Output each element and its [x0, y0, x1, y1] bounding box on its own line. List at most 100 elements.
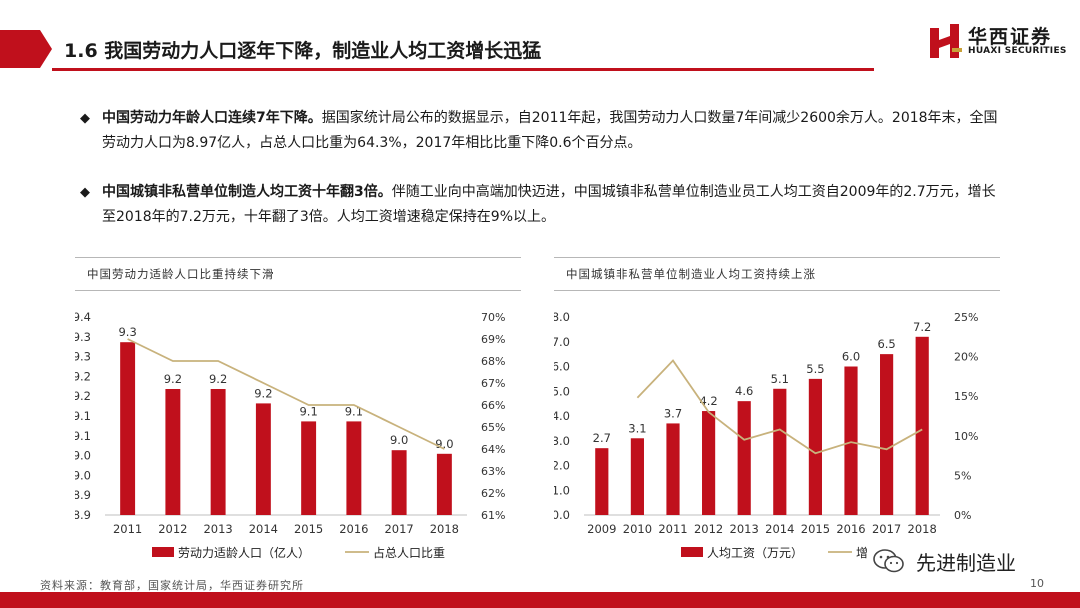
bar-2017 — [391, 450, 407, 515]
y-tick-label: 9.4 — [75, 310, 91, 324]
y-tick-label: 6.0 — [554, 360, 570, 374]
y-tick-label: 9.2 — [75, 369, 91, 383]
y2-tick-label: 66% — [481, 399, 505, 412]
y-tick-label: 9.0 — [75, 468, 91, 482]
bar-2016 — [346, 421, 362, 515]
y-tick-label: 8.0 — [554, 310, 570, 324]
logo-english-name: HUAXI SECURITIES — [968, 46, 1067, 56]
chart2-title-rule — [554, 290, 1000, 291]
labor-population-chart: 8.9 8.9 9.0 9.0 9.1 9.1 9.2 9.2 9.3 9.3 9.4 61% 62% 6… — [75, 310, 505, 560]
y-tick-label: 7.0 — [554, 335, 570, 349]
legend-bar-swatch — [152, 547, 174, 557]
company-logo: 华西证券 HUAXI SECURITIES — [930, 22, 1070, 62]
data-label: 3.1 — [628, 421, 646, 435]
data-label: 4.6 — [735, 384, 753, 398]
data-label: 5.5 — [806, 362, 824, 376]
wechat-watermark: 先进制造业 — [870, 543, 1070, 579]
y-tick-label: 8.9 — [75, 488, 91, 502]
legend-bar-label: 人均工资（万元） — [707, 546, 803, 560]
bar-2014 — [773, 388, 787, 515]
y-tick-label: 9.3 — [75, 330, 91, 344]
bar-2011 — [120, 342, 136, 515]
y2-tick-label: 65% — [481, 421, 505, 434]
x-tick-label: 2013 — [203, 522, 232, 536]
y2-tick-label: 64% — [481, 443, 505, 456]
x-tick-label: 2014 — [249, 522, 278, 536]
y2-tick-label: 69% — [481, 333, 505, 346]
wechat-icon — [873, 549, 904, 573]
data-label: 7.2 — [913, 320, 931, 334]
diamond-bullet-icon: ◆ — [80, 111, 90, 126]
bullet-labor-population: ◆ 中国劳动力年龄人口连续7年下降。据国家统计局公布的数据显示，自2011年起，… — [80, 106, 1000, 156]
y-tick-label: 9.1 — [75, 409, 91, 423]
data-label: 2.7 — [593, 431, 611, 445]
data-label: 9.2 — [164, 372, 182, 386]
y-tick-label: 9.2 — [75, 389, 91, 403]
chart1-title-rule — [75, 290, 521, 291]
watermark-text: 先进制造业 — [912, 547, 1020, 576]
y-tick-label: 9.0 — [75, 449, 91, 463]
legend-bar-swatch — [681, 547, 703, 557]
bar-2015 — [808, 378, 822, 515]
footer-bar — [0, 592, 1080, 608]
data-label: 3.7 — [664, 406, 682, 420]
y2-tick-label: 68% — [481, 355, 505, 368]
data-label: 9.2 — [209, 372, 227, 386]
x-tick-label: 2015 — [294, 522, 323, 536]
x-tick-label: 2014 — [765, 522, 794, 536]
data-label: 9.3 — [118, 325, 136, 339]
source-note: 资料来源：教育部，国家统计局，华西证券研究所 — [40, 579, 304, 592]
chart2-top-rule — [554, 257, 1000, 258]
y-tick-label: 9.3 — [75, 350, 91, 364]
data-label: 9.2 — [254, 386, 272, 400]
x-tick-label: 2012 — [158, 522, 187, 536]
x-tick-label: 2009 — [587, 522, 616, 536]
y-tick-label: 4.0 — [554, 409, 570, 423]
data-label: 5.1 — [771, 372, 789, 386]
bullet-lead: 中国城镇非私营单位制造人均工资十年翻3倍。 — [102, 184, 392, 200]
y2-tick-label: 5% — [954, 469, 971, 482]
legend-line-label: 占总人口比重 — [373, 545, 445, 560]
x-tick-label: 2016 — [339, 522, 368, 536]
x-tick-label: 2017 — [384, 522, 413, 536]
x-tick-label: 2012 — [694, 522, 723, 536]
bar-2018 — [436, 453, 452, 515]
bar-2011 — [666, 423, 680, 515]
y2-tick-label: 10% — [954, 430, 978, 443]
y-tick-label: 2.0 — [554, 459, 570, 473]
page-title: 1.6 我国劳动力人口逐年下降，制造业人均工资增长迅猛 — [64, 40, 542, 62]
x-tick-label: 2010 — [623, 522, 652, 536]
y2-tick-label: 62% — [481, 487, 505, 500]
y2-tick-label: 61% — [481, 509, 505, 522]
legend-line-label: 增 — [856, 546, 868, 560]
bar-2010 — [630, 438, 644, 515]
logo-chinese-name: 华西证券 — [968, 26, 1053, 48]
ratio-line — [636, 359, 923, 455]
bar-2018 — [915, 336, 929, 515]
bar-2017 — [880, 354, 894, 515]
title-underline — [52, 68, 874, 71]
data-label: 6.5 — [877, 337, 895, 351]
y-tick-label: 5.0 — [554, 384, 570, 398]
chart1-title: 中国劳动力适龄人口比重持续下滑 — [87, 267, 275, 281]
y-tick-label: 0.0 — [554, 508, 570, 522]
bar-2009 — [595, 448, 609, 515]
data-label: 4.2 — [699, 394, 717, 408]
y2-tick-label: 67% — [481, 377, 505, 390]
chart1-top-rule — [75, 257, 521, 258]
bar-2016 — [844, 366, 858, 515]
y-tick-label: 1.0 — [554, 483, 570, 497]
page-number: 10 — [1030, 577, 1044, 590]
chart2-title: 中国城镇非私营单位制造业人均工资持续上涨 — [566, 267, 816, 281]
x-tick-label: 2016 — [836, 522, 865, 536]
x-tick-label: 2018 — [430, 522, 459, 536]
x-tick-label: 2015 — [801, 522, 830, 536]
bar-2013 — [210, 389, 226, 515]
bar-2014 — [255, 403, 271, 515]
manufacturing-wage-chart: 0.0 1.0 2.0 3.0 4.0 5.0 6.0 7.0 8.0 0% 5% 10% 15% 20%… — [554, 310, 978, 560]
y-tick-label: 3.0 — [554, 434, 570, 448]
bullet-text: 伴随工业向中高端加快迈进，中国城镇非私营单位制造业员工人均工资自2009年的2.… — [102, 184, 996, 225]
data-label: 9.1 — [299, 404, 317, 418]
x-tick-label: 2017 — [872, 522, 901, 536]
huaxi-logo-icon — [930, 24, 962, 58]
